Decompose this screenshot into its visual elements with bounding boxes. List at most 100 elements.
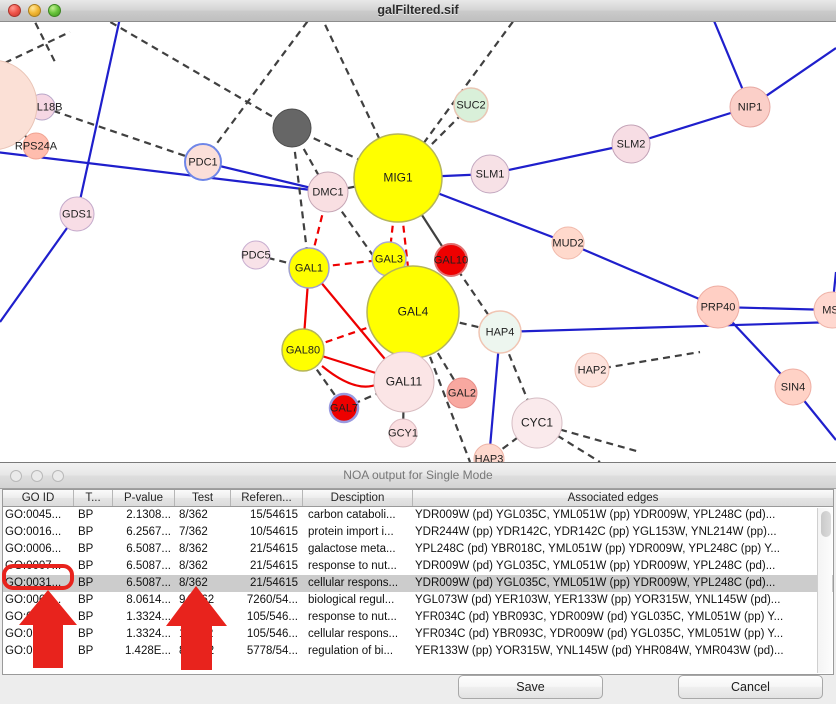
network-node-prp40[interactable]: PRP40: [696, 285, 740, 329]
network-edge[interactable]: [202, 160, 329, 194]
network-node-msi[interactable]: MSI: [813, 291, 836, 329]
network-node-slm2[interactable]: SLM2: [611, 124, 651, 164]
node-label: HAP3: [475, 453, 504, 462]
network-edge[interactable]: [321, 365, 379, 388]
network-edge[interactable]: [0, 151, 329, 194]
cell-test: 7/362: [179, 526, 208, 538]
cell-p-value: 6.5087...: [126, 543, 171, 555]
cell-edges: YFR034C (pd) YBR093C, YDR009W (pd) YGL03…: [415, 611, 784, 623]
network-edge[interactable]: [290, 127, 311, 269]
network-node-unlabeled[interactable]: [272, 108, 312, 148]
table-row[interactable]: GO:0016... BP 6.2567... 7/362 10/54615 protei…: [3, 524, 833, 541]
network-node-mig1[interactable]: MIG1: [353, 133, 443, 223]
network-edge[interactable]: [0, 213, 78, 323]
cell-go-id: GO:0016...: [5, 526, 62, 538]
main-window-titlebar: galFiltered.sif: [0, 0, 836, 22]
network-node-mud2[interactable]: MUD2: [551, 226, 585, 260]
dialog-minimize-button[interactable]: [31, 470, 43, 482]
network-node-pdc5[interactable]: PDC5: [241, 240, 271, 270]
close-button[interactable]: [8, 4, 21, 17]
dialog-button-bar: Save Cancel: [0, 675, 836, 704]
network-node-cyc1[interactable]: CYC1: [511, 397, 563, 449]
table-row[interactable]: GO:0065... BP 8.0614... 94/362 7260/54... bio…: [3, 592, 833, 609]
zoom-button[interactable]: [48, 4, 61, 17]
cell-description: cellular respons...: [308, 628, 399, 640]
minimize-button[interactable]: [28, 4, 41, 17]
network-edge[interactable]: [499, 320, 836, 334]
network-node-sin4[interactable]: SIN4: [774, 368, 812, 406]
results-table[interactable]: GO ID T... P-value Test Referen... Desciption…: [2, 489, 834, 675]
dialog-titlebar: NOA output for Single Mode: [0, 463, 836, 489]
network-node-gal3[interactable]: GAL3: [371, 241, 407, 277]
network-edge[interactable]: [320, 22, 399, 179]
network-node-gcy1[interactable]: GCY1: [388, 418, 418, 448]
cancel-button[interactable]: Cancel: [678, 675, 823, 699]
network-node-gal2[interactable]: GAL2: [446, 377, 478, 409]
network-edge[interactable]: [0, 31, 71, 68]
network-node-nip1[interactable]: NIP1: [729, 86, 771, 128]
column-header-p-value[interactable]: P-value: [113, 490, 175, 506]
cell-reference: 15/54615: [250, 509, 298, 521]
network-node-pdc1[interactable]: PDC1: [184, 143, 222, 181]
network-node-gal7[interactable]: GAL7: [328, 392, 360, 424]
node-label: SLM1: [476, 168, 505, 180]
cell-go-id: GO:0031...: [5, 628, 62, 640]
table-body[interactable]: GO:0045... BP 2.1308... 8/362 15/54615 carbon…: [3, 507, 833, 674]
network-edge[interactable]: [255, 253, 310, 270]
network-canvas[interactable]: RPL18B RPS24A GDS1 PDC1 PDC5 DMC1 MIG1 SUC2 SLM1…: [0, 22, 836, 462]
cell-go-id: GO:0006...: [5, 543, 62, 555]
table-row[interactable]: GO:0007... BP 6.5087... 8/362 21/54615 respon…: [3, 558, 833, 575]
network-edge[interactable]: [100, 22, 293, 129]
network-edge[interactable]: [30, 22, 56, 63]
dialog-zoom-button[interactable]: [52, 470, 64, 482]
table-row[interactable]: GO:0050... BP 1.428E... 80/362 5778/54... reg…: [3, 643, 833, 660]
network-edge[interactable]: [489, 142, 632, 176]
network-edge[interactable]: [202, 22, 313, 163]
network-edge[interactable]: [567, 241, 719, 309]
network-edge[interactable]: [591, 350, 701, 372]
network-node-hap2[interactable]: HAP2: [574, 352, 610, 388]
network-node-gds1[interactable]: GDS1: [59, 196, 95, 232]
network-node-gal11[interactable]: GAL11: [373, 351, 435, 413]
cell-type: BP: [78, 526, 94, 538]
scrollbar-thumb[interactable]: [821, 511, 831, 537]
save-button[interactable]: Save: [458, 675, 603, 699]
node-label: SLM2: [617, 138, 646, 150]
network-graph[interactable]: RPL18BRPS24AGDS1PDC1PDC5DMC1MIG1SUC2SLM1…: [0, 22, 836, 462]
cell-test: 8/362: [179, 560, 208, 572]
column-header-t[interactable]: T...: [74, 490, 113, 506]
column-header-desciption[interactable]: Desciption: [303, 490, 413, 506]
table-row[interactable]: GO:0031... BP 1.3324... 11/362 105/546... cel…: [3, 626, 833, 643]
network-node-unlabeled[interactable]: [0, 60, 38, 150]
network-node-rps24a[interactable]: RPS24A: [15, 132, 58, 160]
cell-p-value: 8.0614...: [126, 594, 171, 606]
network-edge[interactable]: [630, 105, 751, 146]
cell-p-value: 6.5087...: [126, 560, 171, 572]
network-node-hap4[interactable]: HAP4: [478, 310, 522, 354]
network-edge[interactable]: [75, 22, 121, 215]
dialog-close-button[interactable]: [10, 470, 22, 482]
cell-type: BP: [78, 577, 94, 589]
network-node-hap3[interactable]: HAP3: [473, 443, 505, 462]
table-row[interactable]: GO:0031... BP 1.3324... 11/362 105/546... res…: [3, 609, 833, 626]
table-row[interactable]: GO:0006... BP 6.5087... 8/362 21/54615 galact…: [3, 541, 833, 558]
cell-description: response to nut...: [308, 560, 397, 572]
table-vertical-scrollbar[interactable]: [817, 508, 832, 673]
cell-type: BP: [78, 611, 94, 623]
column-header-test[interactable]: Test: [175, 490, 231, 506]
network-node-gal1[interactable]: GAL1: [288, 247, 330, 289]
network-node-gal80[interactable]: GAL80: [281, 328, 325, 372]
cell-p-value: 6.2567...: [126, 526, 171, 538]
node-label: MUD2: [552, 237, 583, 249]
column-header-go-id[interactable]: GO ID: [3, 490, 74, 506]
column-header-associated-edges[interactable]: Associated edges: [567, 492, 659, 504]
network-node-gal10[interactable]: GAL10: [434, 243, 468, 277]
network-node-slm1[interactable]: SLM1: [470, 154, 510, 194]
network-node-gal4[interactable]: GAL4: [366, 265, 460, 359]
network-node-dmc1[interactable]: DMC1: [307, 171, 349, 213]
network-edge[interactable]: [41, 105, 204, 164]
network-node-suc2[interactable]: SUC2: [453, 87, 489, 123]
table-row[interactable]: GO:0031... BP 6.5087... 8/362 21/54615 cellul…: [3, 575, 833, 592]
table-row[interactable]: GO:0045... BP 2.1308... 8/362 15/54615 carbon…: [3, 507, 833, 524]
column-header-referen[interactable]: Referen...: [231, 490, 303, 506]
